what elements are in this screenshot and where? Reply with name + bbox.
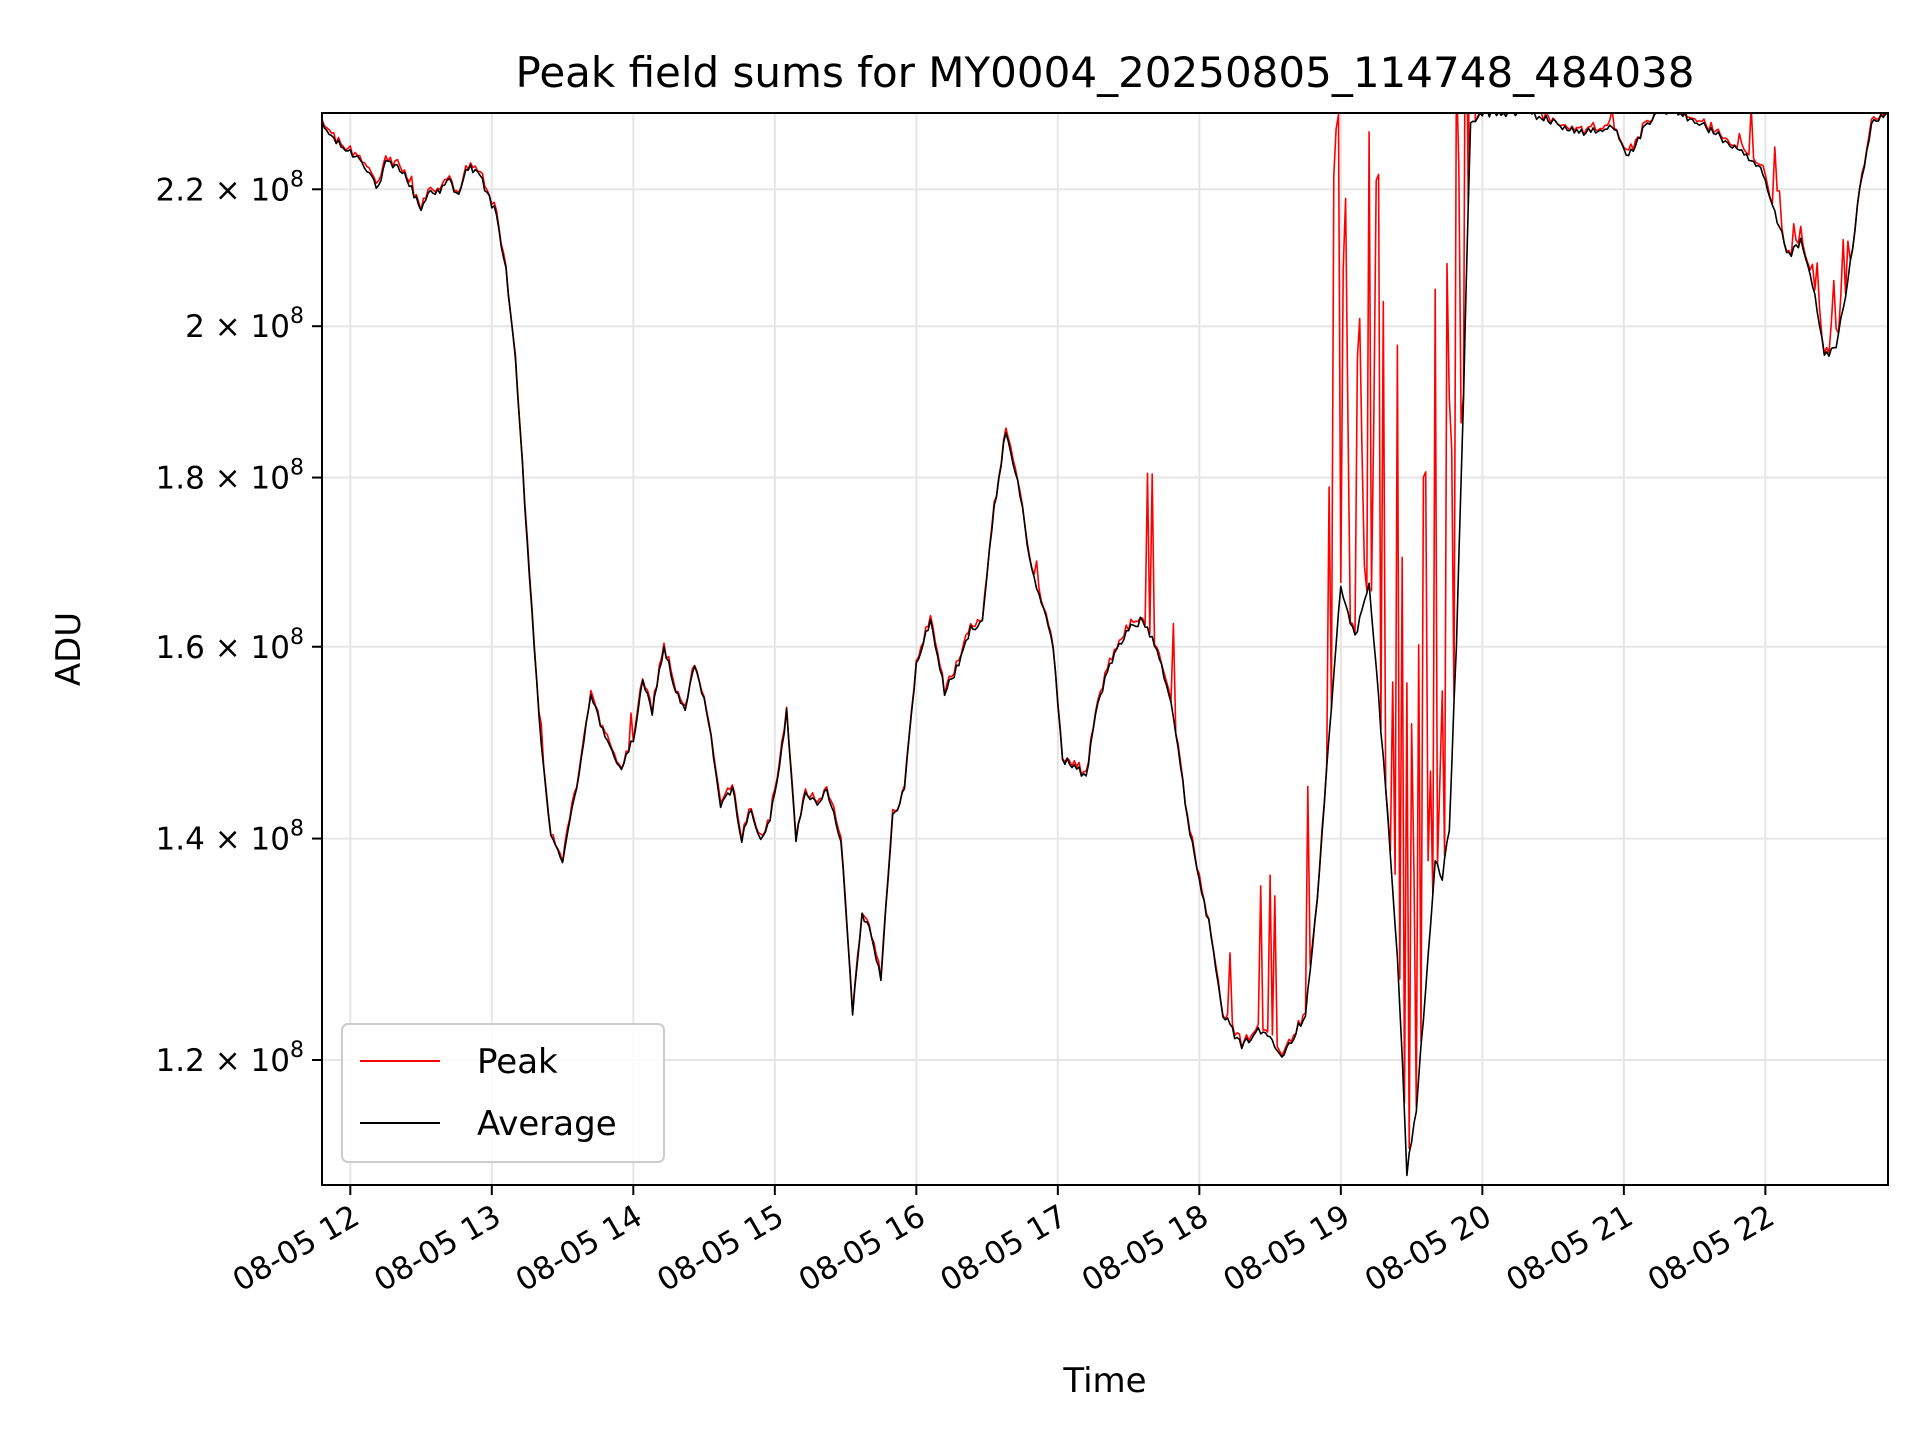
y-tick-exponent: 8 [290,817,304,842]
y-tick-mantissa: 1.8 [156,461,205,497]
y-tick-label: 1.6 × 108 [156,625,304,666]
y-tick-base: 10 [251,822,290,858]
y-tick-mantissa: 1.4 [156,822,205,858]
y-tick-label: 2.2 × 108 [156,167,304,208]
y-tick-times: × [205,309,251,345]
y-tick-base: 10 [251,461,290,497]
y-tick-exponent: 8 [290,1038,304,1063]
y-tick-base: 10 [251,172,290,208]
series-layer [322,113,1888,1177]
series-line-average [322,113,1888,1177]
y-tick-times: × [205,172,251,208]
y-tick-label: 1.8 × 108 [156,456,304,497]
y-tick-exponent: 8 [290,167,304,192]
plot-area [322,113,1888,1185]
y-tick-mantissa: 1.2 [156,1043,205,1079]
y-tick-times: × [205,822,251,858]
y-tick-mantissa: 2 [185,309,205,345]
y-tick-base: 10 [251,1043,290,1079]
grid-lines [322,113,1888,1185]
legend-label-peak: Peak [477,1042,558,1082]
y-tick-mantissa: 1.6 [156,630,205,666]
y-tick-base: 10 [251,309,290,345]
legend: Peak Average [341,1023,665,1163]
y-axis-label: ADU [49,612,89,686]
y-tick-label: 1.4 × 108 [156,817,304,858]
y-tick-label: 2 × 108 [185,304,304,345]
y-tick-mantissa: 2.2 [156,172,205,208]
y-tick-exponent: 8 [290,456,304,481]
y-tick-times: × [205,630,251,666]
legend-label-average: Average [477,1104,617,1144]
y-tick-times: × [205,1043,251,1079]
y-tick-exponent: 8 [290,625,304,650]
y-tick-times: × [205,461,251,497]
y-tick-exponent: 8 [290,304,304,329]
chart-title: Peak field sums for MY0004_20250805_1147… [515,48,1694,97]
plot-frame [321,112,1889,1186]
y-tick-base: 10 [251,630,290,666]
legend-box [341,1023,665,1163]
x-axis-label: Time [1062,1361,1146,1401]
y-tick-label: 1.2 × 108 [156,1038,304,1079]
